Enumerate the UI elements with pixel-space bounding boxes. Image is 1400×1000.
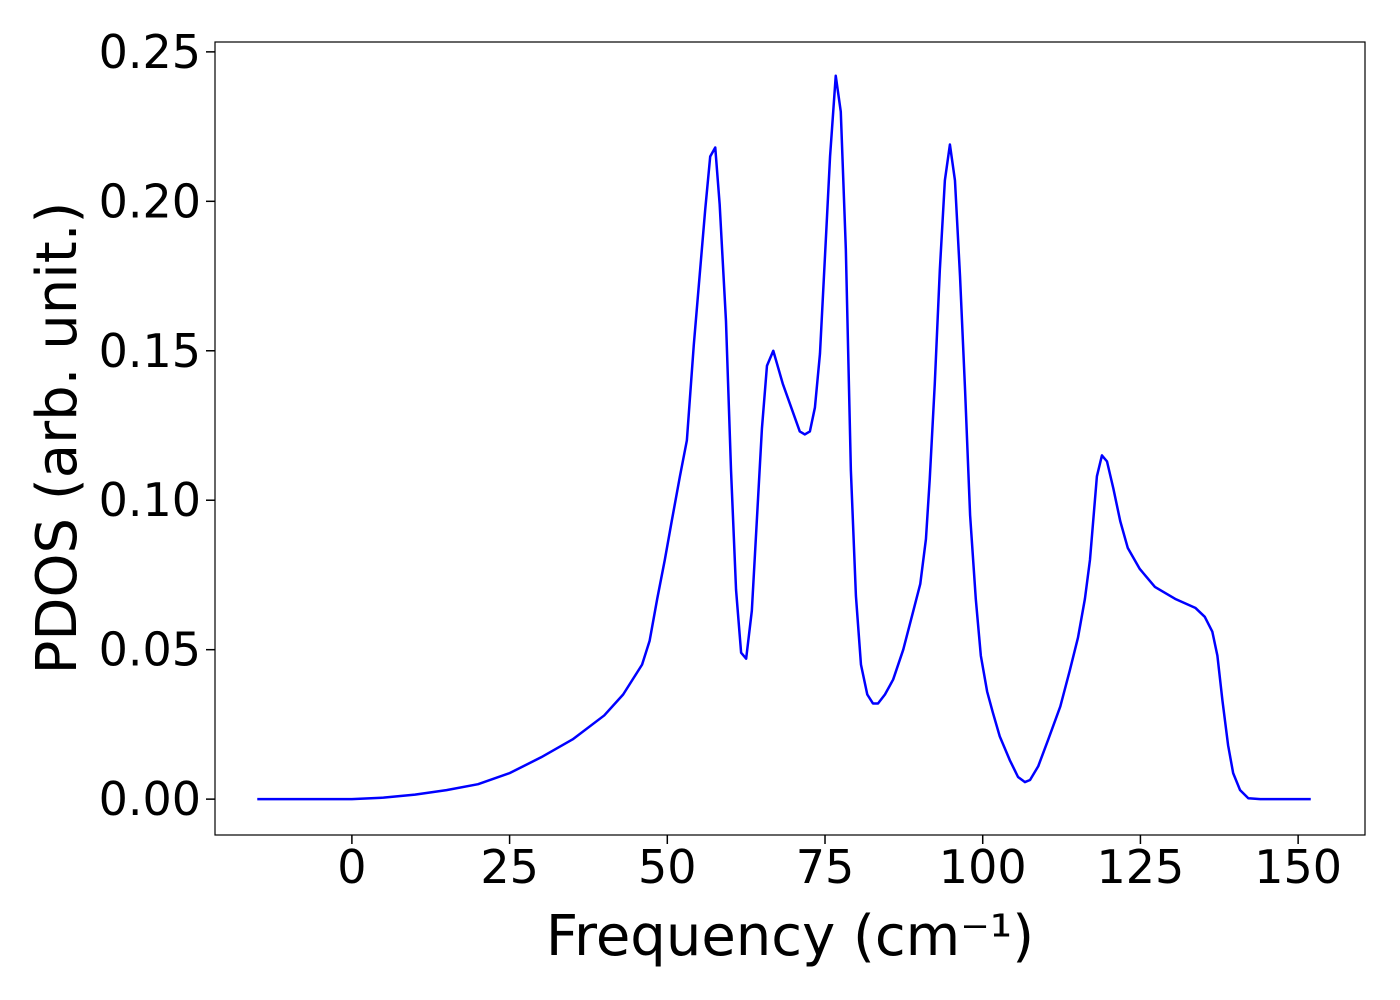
y-axis-label: PDOS (arb. unit.) [25,202,90,675]
y-tick-label: 0.15 [99,324,201,378]
y-tick-label: 0.20 [99,174,201,228]
x-axis-label: Frequency (cm⁻¹) [546,904,1034,969]
x-tick-label: 25 [480,840,539,894]
y-tick-label: 0.05 [99,623,201,677]
y-tick-label: 0.10 [99,473,201,527]
x-tick-label: 100 [939,840,1027,894]
x-tick-label: 75 [796,840,855,894]
data-line [257,74,1311,801]
y-tick-label: 0.25 [99,25,201,79]
x-tick-label: 125 [1097,840,1185,894]
x-tick-label: 50 [638,840,697,894]
x-tick-label: 0 [337,840,366,894]
plot-frame [214,41,1366,836]
x-tick-label: 150 [1254,840,1342,894]
y-tick-label: 0.00 [99,772,201,826]
